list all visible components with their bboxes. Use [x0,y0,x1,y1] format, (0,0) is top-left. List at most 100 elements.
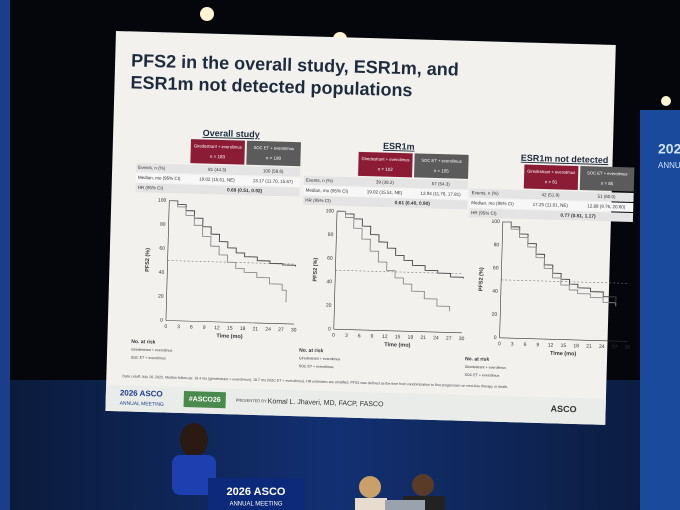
arm1-header [358,151,413,178]
y-tick-label: 0 [328,326,331,332]
asco-logo: ASCO [550,404,576,415]
row-label: Events, n (%) [472,190,500,196]
row-label: Median, mo (95% CI) [306,188,349,194]
x-tick-label: 12 [214,325,220,331]
y-axis-label: PFS2 (%) [313,258,320,282]
left-screen [0,0,10,510]
arm1-header [523,164,579,190]
x-tick-label: 3 [345,333,348,339]
y-tick-label: 80 [328,232,334,238]
x-tick-label: 0 [164,324,167,330]
x-tick-label: 24 [265,327,271,333]
row-value: 0.77 (0.51, 1.17) [560,213,596,220]
row-value: 19.02 (15.51, NE) [199,177,235,183]
y-tick-label: 40 [326,279,332,285]
arm2-header [246,140,301,167]
at-risk-arm2: SOC ET + everolimus [464,373,499,378]
km-curve [337,210,464,279]
arm2-n: n = 105 [434,168,450,173]
at-risk-label: No. at risk [131,339,156,346]
x-tick-label: 24 [433,335,439,341]
podium-meeting: ANNUAL MEETING [229,502,282,508]
panel-title: ESR1m not detected [521,153,609,165]
x-tick-label: 0 [498,341,501,347]
y-tick-label: 60 [493,265,499,271]
at-risk-label: No. at risk [465,356,490,363]
x-tick-label: 9 [370,334,373,340]
x-tick-label: 27 [612,344,618,350]
median-line [335,269,464,275]
arm2-name: SOC ET + everolimus [587,170,628,176]
arm2-name: SOC ET + everolimus [253,145,294,151]
arm2-name: SOC ET + everolimus [421,158,462,164]
row-label: HR (95% CI) [138,185,164,191]
y-tick-label: 0 [160,318,163,324]
y-tick-label: 100 [158,198,167,204]
row-value: 51 (60.0) [597,194,616,200]
hashtag-box [183,391,226,409]
x-tick-label: 15 [395,334,401,340]
y-tick-label: 20 [492,312,498,318]
km-curve [337,210,451,312]
x-tick-label: 6 [524,342,527,348]
x-tick-label: 27 [446,336,452,342]
median-line [501,279,630,284]
row-bg [469,188,634,203]
km-curve [502,221,617,307]
x-tick-label: 6 [190,325,193,331]
row-bg [303,185,468,200]
presenter: Komal L. Jhaveri, MD, FACP, FASCO [268,398,385,408]
x-tick-label: 3 [177,324,180,330]
row-value: 81 (44.3) [208,167,227,173]
row-label: Median, mo (95% CI) [138,175,181,181]
km-curve [169,200,287,303]
km-curve [169,200,296,267]
x-tick-label: 9 [203,325,206,331]
arm2-n: n = 190 [266,155,282,160]
at-risk-label: No. at risk [299,348,324,355]
arm1-n: n = 81 [545,179,558,184]
row-value: 42 (51.9) [542,192,561,198]
row-bg [303,175,468,190]
arm1-header [190,139,245,165]
x-axis-label: Time (mo) [216,333,243,340]
y-tick-label: 20 [158,294,164,300]
row-bg [469,198,634,213]
y-axis-label: PFS2 (%) [145,248,152,272]
panel: ESR1m not detected Giredestrant + everoli… [464,153,635,378]
y-tick-label: 60 [327,256,333,262]
x-tick-label: 30 [459,336,465,342]
arm2-header [579,166,635,192]
at-risk-arm1: Giredestrant + everolimus [299,356,341,361]
at-risk-arm2: SOC ET + everolimus [131,355,166,360]
x-axis-label: Time (mo) [550,351,577,358]
y-tick-label: 20 [326,303,332,309]
footer-meeting: ANNUAL MEETING [120,401,165,408]
arm1-name: Giredestrant + everolimus [361,156,409,162]
y-tick-label: 40 [159,270,165,276]
row-value: 39 (38.2) [376,180,395,186]
at-risk-arm1: Giredestrant + everolimus [131,348,173,353]
x-tick-label: 0 [332,332,335,338]
arm1-n: n = 183 [210,154,226,159]
x-axis [165,320,294,325]
row-value: 100 (58.8) [263,168,284,174]
row-label: Events, n (%) [306,178,334,184]
hashtag: #ASCO26 [189,396,221,404]
row-value: 17.25 (11.01, NE) [533,202,569,208]
x-axis-label: Time (mo) [384,342,411,349]
arm2-header [414,153,469,179]
y-tick-label: 100 [326,208,335,214]
y-tick-label: 40 [492,289,498,295]
x-tick-label: 30 [291,327,297,333]
x-tick-label: 15 [227,326,233,332]
slide-bg [105,31,616,425]
row-bg [135,183,300,197]
y-tick-label: 80 [494,242,500,248]
row-bg [303,195,468,210]
arm2-n: n = 85 [601,181,614,186]
row-label: Events, n (%) [138,165,166,171]
x-tick-label: 18 [573,343,579,349]
x-tick-label: 12 [548,343,554,349]
